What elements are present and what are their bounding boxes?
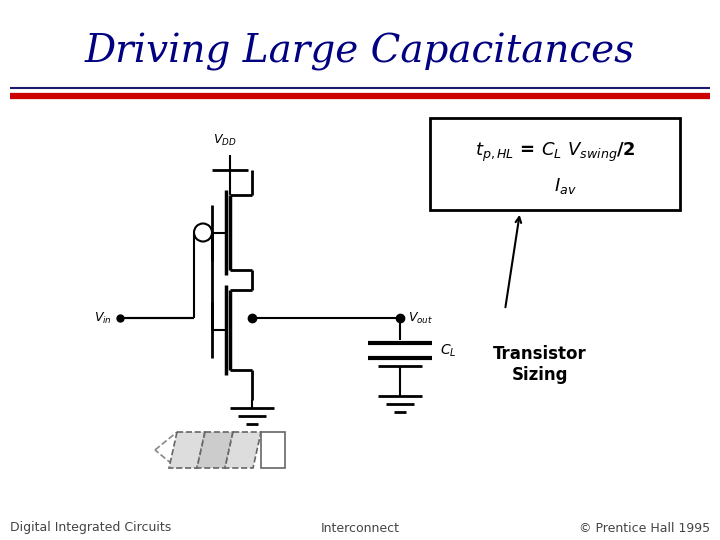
Polygon shape xyxy=(197,432,233,468)
Text: $V_{out}$: $V_{out}$ xyxy=(408,310,433,326)
Text: Interconnect: Interconnect xyxy=(320,522,400,535)
Text: Transistor
Sizing: Transistor Sizing xyxy=(493,345,587,384)
Text: $C_L$: $C_L$ xyxy=(440,342,456,359)
Text: Driving Large Capacitances: Driving Large Capacitances xyxy=(85,33,635,71)
Text: $V_{in}$: $V_{in}$ xyxy=(94,310,112,326)
Text: © Prentice Hall 1995: © Prentice Hall 1995 xyxy=(579,522,710,535)
Text: Digital Integrated Circuits: Digital Integrated Circuits xyxy=(10,522,171,535)
Text: $V_{DD}$: $V_{DD}$ xyxy=(213,133,237,148)
Bar xyxy=(430,118,680,210)
Text: $I_{av}$: $I_{av}$ xyxy=(554,176,576,196)
Bar xyxy=(261,432,285,468)
Text: $t_{p,HL}$ = $C_L$ $V_{swing}$/2: $t_{p,HL}$ = $C_L$ $V_{swing}$/2 xyxy=(474,140,635,164)
Polygon shape xyxy=(225,432,261,468)
Polygon shape xyxy=(169,432,205,468)
